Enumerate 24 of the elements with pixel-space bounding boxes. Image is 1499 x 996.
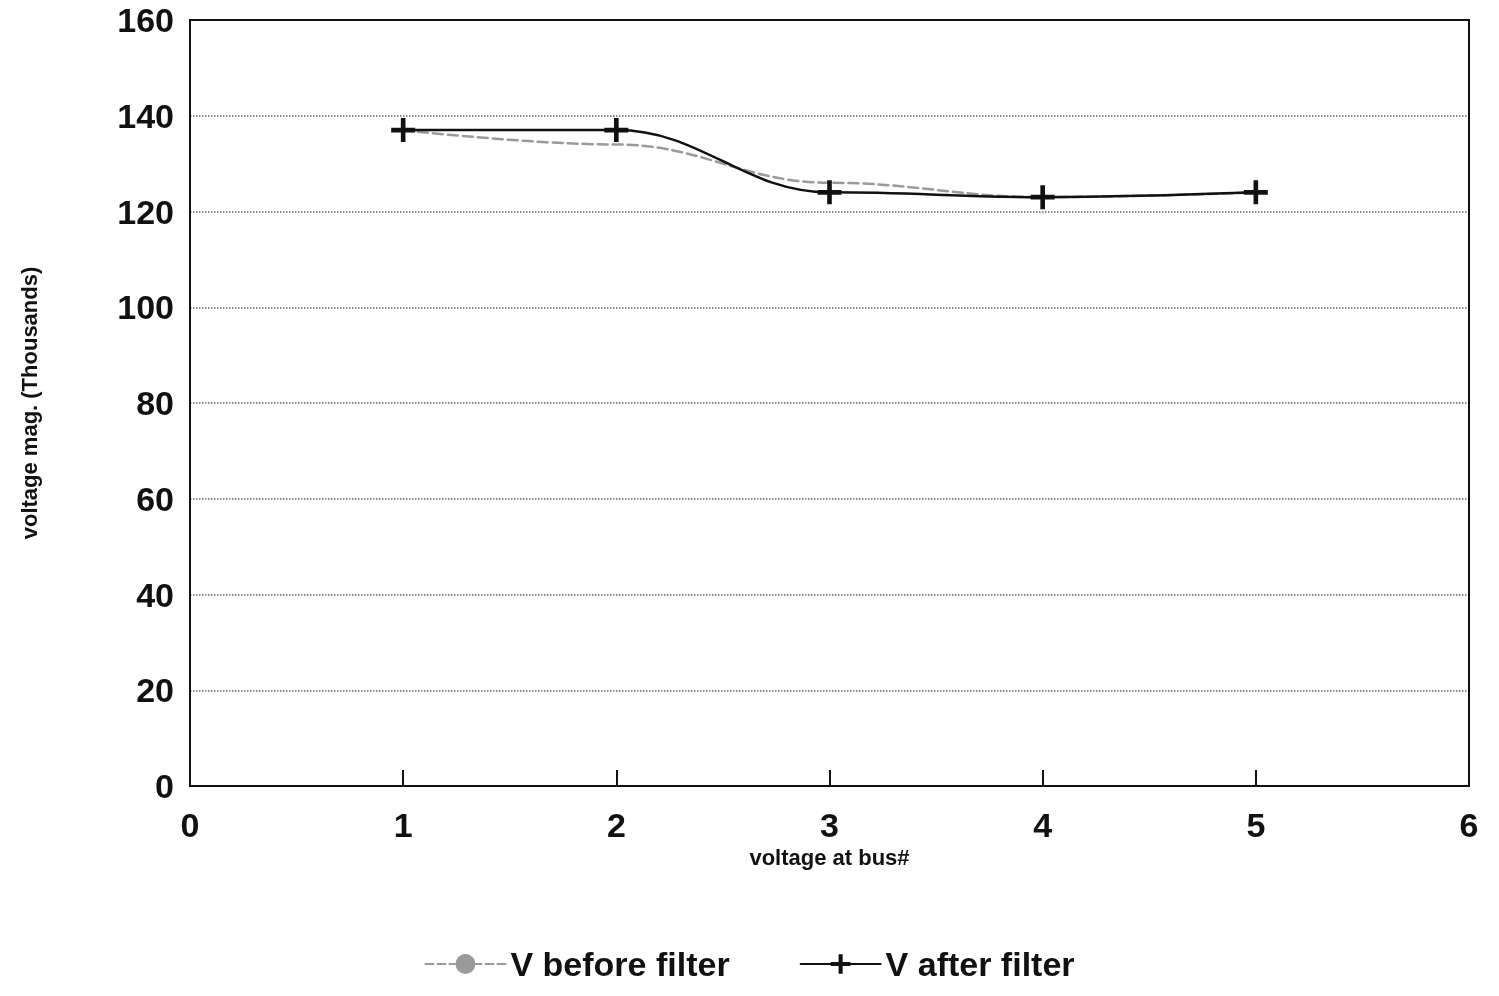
y-tick-label: 100 — [117, 288, 174, 327]
y-tick-label: 80 — [136, 384, 174, 422]
y-tick-label: 160 — [117, 1, 174, 39]
y-tick-label: 140 — [117, 96, 174, 135]
legend-label: V before filter — [510, 945, 730, 983]
x-tick-label: 0 — [180, 806, 200, 844]
y-tick-label: 40 — [136, 575, 174, 614]
y-tick-label: 20 — [136, 671, 174, 710]
x-tick-label: 5 — [1246, 806, 1266, 844]
point — [1243, 180, 1268, 205]
x-tick-label: 1 — [393, 806, 413, 844]
y-tick-label: 0 — [155, 767, 174, 805]
x-tick-label: 6 — [1459, 806, 1479, 844]
y-tick-label: 60 — [136, 479, 174, 518]
x-tick-label: 4 — [1033, 806, 1053, 844]
x-tick-label: 2 — [606, 806, 626, 844]
y-axis-title: voltage mag. (Thousands) — [16, 266, 42, 540]
point — [604, 118, 629, 143]
point — [817, 180, 842, 205]
legend-label: V after filter — [885, 945, 1075, 983]
y-tick-label: 120 — [117, 192, 174, 231]
x-tick-label: 3 — [820, 806, 839, 844]
point — [1030, 185, 1055, 210]
x-axis-title: voltage at bus# — [749, 845, 910, 871]
